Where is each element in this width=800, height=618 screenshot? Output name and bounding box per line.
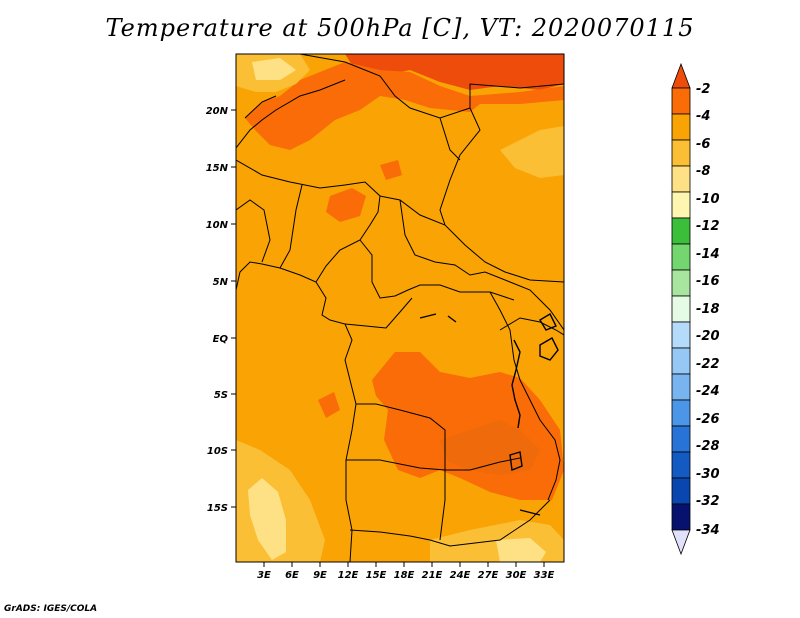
lon-label-6e: 6E xyxy=(285,570,299,581)
colorbar-label-m10: -10 xyxy=(696,192,720,207)
colorbar-label-m20: -20 xyxy=(696,329,720,344)
colorbar-swatch xyxy=(671,399,691,427)
colorbar-swatch xyxy=(671,87,691,115)
lat-label-5n: 5N xyxy=(213,277,229,288)
country-borders xyxy=(236,54,564,562)
lon-label-9e: 9E xyxy=(313,570,327,581)
colorbar-label-m24: -24 xyxy=(696,384,720,399)
colorbar-swatch xyxy=(671,451,691,479)
colorbar-bottom-arrow xyxy=(671,529,691,556)
colorbar-swatch xyxy=(671,425,691,453)
colorbar-swatch xyxy=(671,295,691,323)
lon-label-27e: 27E xyxy=(478,570,499,581)
colorbar-swatch xyxy=(671,243,691,271)
lon-label-3e: 3E xyxy=(257,570,271,581)
lat-label-20n: 20N xyxy=(206,106,229,117)
longitude-axis: 3E 6E 9E 12E 15E 18E 21E 24E 27E 30E 33E xyxy=(257,562,555,581)
colorbar-label-m26: -26 xyxy=(696,412,720,427)
temperature-field xyxy=(236,54,564,562)
colorbar-swatch xyxy=(671,165,691,193)
map-frame xyxy=(235,53,565,563)
colorbar-label-m8: -8 xyxy=(696,164,710,179)
colorbar-label-m32: -32 xyxy=(696,494,720,509)
colorbar-swatch xyxy=(671,139,691,167)
colorbar-swatch xyxy=(671,347,691,375)
colorbar-label-m2: -2 xyxy=(696,82,710,97)
colorbar-label-m12: -12 xyxy=(696,219,720,234)
colorbar-swatch xyxy=(671,217,691,245)
lon-label-33e: 33E xyxy=(534,570,555,581)
colorbar-label-m16: -16 xyxy=(696,274,720,289)
colorbar-label-m4: -4 xyxy=(696,109,710,124)
colorbar-label-m6: -6 xyxy=(696,137,710,152)
lon-label-24e: 24E xyxy=(450,570,471,581)
colorbar-swatch xyxy=(671,113,691,141)
colorbar-label-m28: -28 xyxy=(696,439,720,454)
lon-label-12e: 12E xyxy=(338,570,359,581)
colorbar-swatches xyxy=(671,87,691,531)
lon-label-21e: 21E xyxy=(422,570,443,581)
lat-label-15n: 15N xyxy=(206,163,229,174)
lon-label-15e: 15E xyxy=(366,570,387,581)
colorbar-label-m18: -18 xyxy=(696,302,720,317)
colorbar-label-m14: -14 xyxy=(696,247,720,262)
lat-label-10n: 10N xyxy=(206,220,229,231)
colorbar-swatch xyxy=(671,321,691,349)
lakes xyxy=(419,313,559,516)
lon-label-18e: 18E xyxy=(394,570,415,581)
lon-label-30e: 30E xyxy=(506,570,527,581)
lat-label-eq: EQ xyxy=(213,334,229,345)
colorbar: -2 -4 -6 -8 -10 -12 -14 -16 -18 -20 -22 … xyxy=(671,62,720,556)
colorbar-label-m22: -22 xyxy=(696,357,720,372)
latitude-axis: 20N 15N 10N 5N EQ 5S 10S 15S xyxy=(206,106,236,514)
colorbar-top-arrow xyxy=(671,62,691,89)
grads-credit: GrADS: IGES/COLA xyxy=(4,604,98,614)
colorbar-swatch xyxy=(671,477,691,505)
lat-label-10s: 10S xyxy=(207,446,228,457)
colorbar-labels: -2 -4 -6 -8 -10 -12 -14 -16 -18 -20 -22 … xyxy=(696,82,720,538)
colorbar-swatch xyxy=(671,373,691,401)
colorbar-swatch xyxy=(671,503,691,531)
colorbar-swatch xyxy=(671,269,691,297)
colorbar-swatch xyxy=(671,191,691,219)
lat-label-5s: 5S xyxy=(214,390,228,401)
lat-label-15s: 15S xyxy=(207,503,228,514)
colorbar-label-m30: -30 xyxy=(696,467,720,482)
colorbar-label-m34: -34 xyxy=(696,523,720,538)
map-title: Temperature at 500hPa [C], VT: 202007011… xyxy=(105,14,695,42)
